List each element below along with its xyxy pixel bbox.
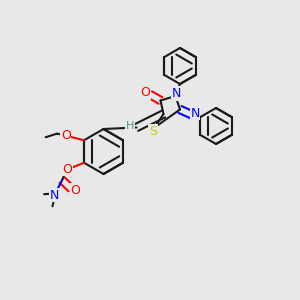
Text: O: O <box>141 86 150 100</box>
Text: O: O <box>63 163 73 176</box>
Text: N: N <box>190 106 200 120</box>
Text: O: O <box>61 129 71 142</box>
Text: H: H <box>126 121 134 131</box>
Text: N: N <box>50 189 59 202</box>
Text: S: S <box>149 124 157 138</box>
Text: O: O <box>71 184 81 196</box>
Text: N: N <box>171 87 181 100</box>
